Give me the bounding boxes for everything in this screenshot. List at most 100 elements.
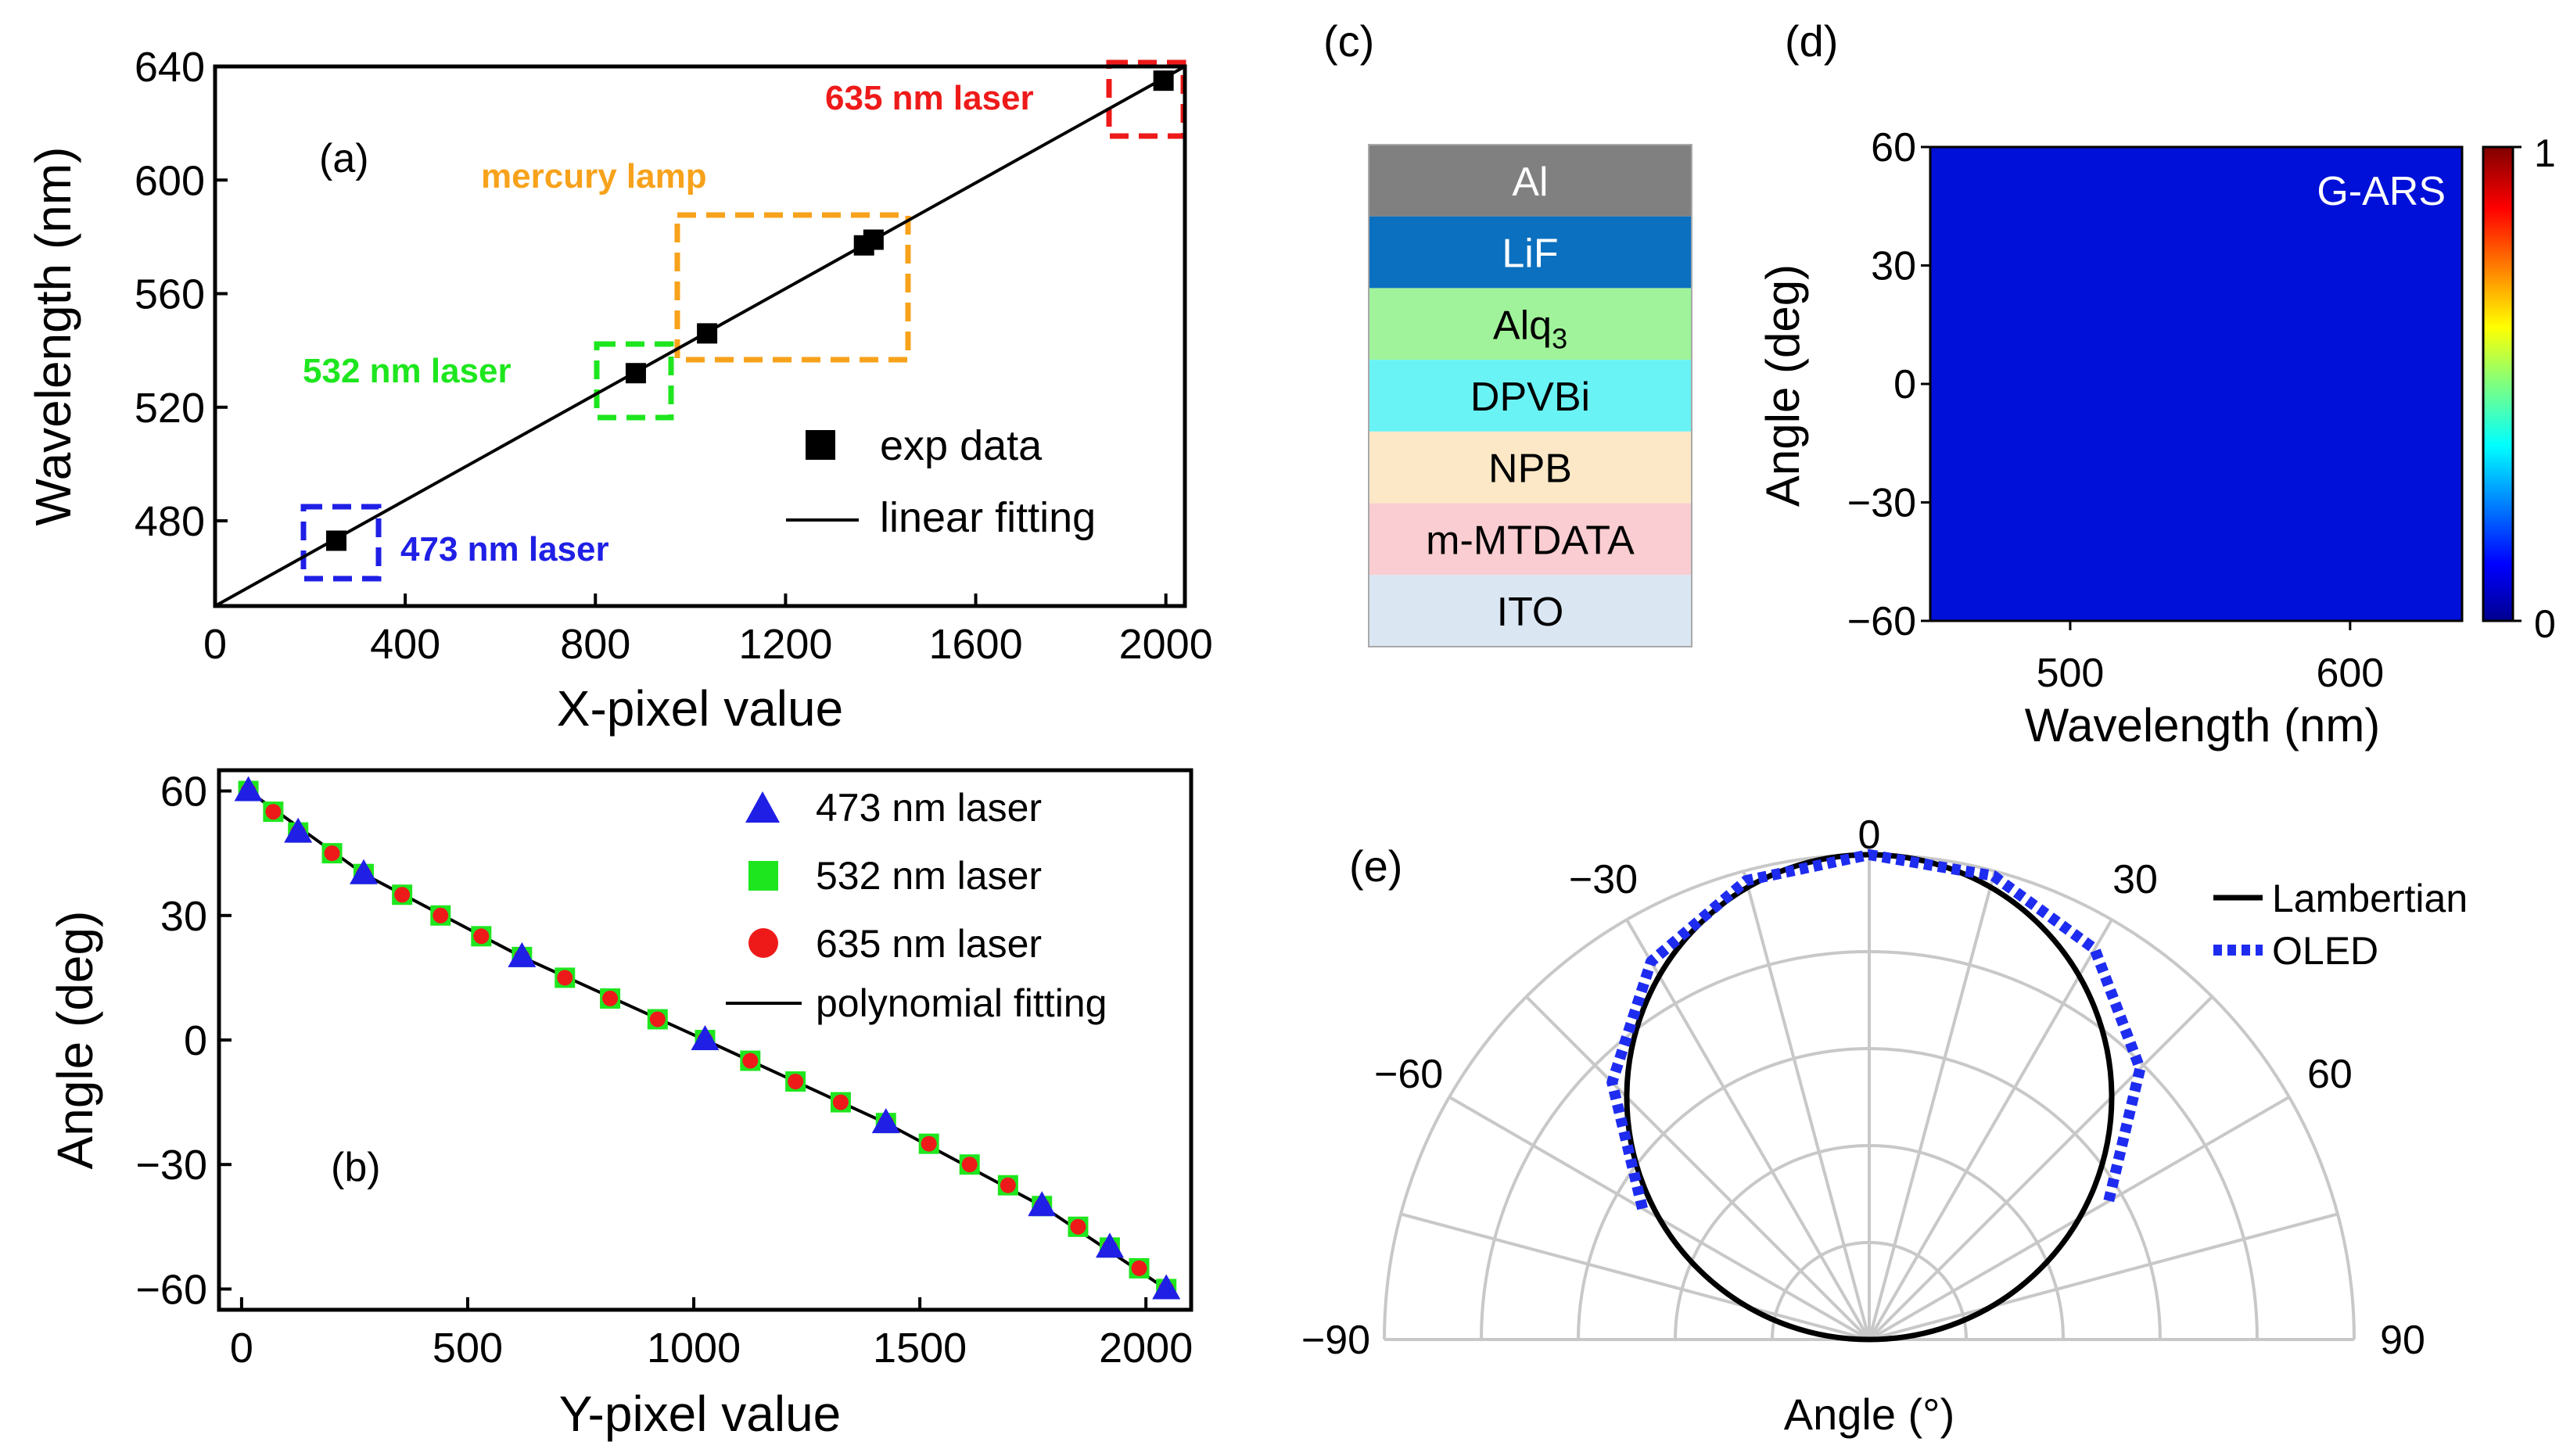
y-tick-label: −60 <box>135 1266 207 1313</box>
point-473 <box>508 941 537 967</box>
y-tick-label: 0 <box>184 1017 207 1064</box>
x-tick-label: 1000 <box>647 1325 741 1372</box>
point-635 <box>1131 1260 1147 1276</box>
box-532-laser <box>594 341 674 421</box>
point-473 <box>350 859 379 884</box>
panel-d: (d) G-ARS 60 30 0 −30 −60 500 600 Wavelength … <box>1757 16 2556 751</box>
point-635 <box>1000 1177 1016 1193</box>
x-axis-label-b: Y-pixel value <box>559 1386 842 1442</box>
panel-e: (e) −90 −60 −30 0 30 60 90 Angle (°) Lambertia… <box>1301 812 2468 1439</box>
layer-label: ITO <box>1497 590 1564 635</box>
panel-b-label: (b) <box>331 1145 381 1190</box>
point-473 <box>871 1108 900 1134</box>
point-635 <box>265 804 282 820</box>
points-layer <box>234 776 1181 1300</box>
point-473 <box>1028 1191 1057 1217</box>
tick-marks <box>1921 145 2352 630</box>
y-tick-label: −30 <box>135 1142 207 1189</box>
data-point <box>697 323 718 344</box>
x-tick-label: 1600 <box>928 621 1022 668</box>
angle-tick-label: −90 <box>1301 1318 1370 1363</box>
annotation-473-laser: 473 nm laser <box>400 530 609 568</box>
layer-alq <box>1369 288 1692 360</box>
polar-spoke <box>1742 870 1871 1340</box>
point-635 <box>742 1053 759 1069</box>
point-635 <box>961 1157 978 1173</box>
point-635 <box>557 970 573 986</box>
x-axis-label-a: X-pixel value <box>557 680 843 737</box>
panel-d-label: (d) <box>1785 16 1838 66</box>
layer-ito <box>1369 575 1692 647</box>
legend-label-linear-fitting: linear fitting <box>880 494 1096 541</box>
angle-tick-label: 90 <box>2380 1318 2425 1363</box>
annotation-532-laser: 532 nm laser <box>303 352 511 390</box>
layer-lif <box>1369 216 1692 289</box>
y-tick-label: 60 <box>160 769 207 816</box>
data-point <box>326 530 346 551</box>
y-tick-label: −30 <box>1847 481 1916 526</box>
legend-label-exp-data: exp data <box>880 422 1043 469</box>
layer-m-mtdata <box>1369 503 1692 576</box>
x-tick-labels: 500 600 <box>2037 651 2385 696</box>
y-tick-labels: 60 30 0 −30 −60 <box>135 769 207 1314</box>
polar-spoke <box>1868 919 2113 1340</box>
y-tick-labels: 480 520 560 600 640 <box>135 44 205 545</box>
y-tick-label: 520 <box>135 385 205 432</box>
point-635 <box>473 928 490 945</box>
data-point <box>863 229 884 250</box>
layer-label: Alq3 <box>1493 303 1567 354</box>
y-tick-label: 640 <box>135 44 205 91</box>
y-tick-labels: 60 30 0 −30 −60 <box>1847 125 1916 644</box>
y-axis-label-b: Angle (deg) <box>47 911 103 1170</box>
y-tick-label: 600 <box>135 157 205 204</box>
point-635 <box>394 887 411 903</box>
data-point <box>1153 70 1174 91</box>
angle-tick-label: 30 <box>2112 857 2158 902</box>
layer-label: DPVBi <box>1470 375 1590 420</box>
y-tick-label: 60 <box>1871 125 1916 170</box>
box-473-laser <box>300 504 382 582</box>
colorbar <box>2482 145 2514 622</box>
x-tick-label: 400 <box>370 621 440 668</box>
angle-tick-label: −30 <box>1569 857 1638 902</box>
y-axis-label-d: Angle (deg) <box>1757 264 1809 507</box>
layer-dpvbi <box>1369 360 1692 432</box>
panel-b: (b) 0 500 1000 1500 2000 60 30 0 −30 −60 Y-pixel… <box>47 768 1193 1442</box>
angle-tick-label: −60 <box>1374 1052 1443 1097</box>
point-635 <box>433 907 449 923</box>
polar-spoke <box>1868 1212 2338 1341</box>
polar-spoke <box>1400 1212 1870 1341</box>
x-tick-label: 1500 <box>873 1325 967 1372</box>
y-tick-label: −60 <box>1847 599 1916 644</box>
box-mercury-lamp <box>674 212 911 363</box>
polar-grid <box>1383 853 2356 1341</box>
box-635-laser <box>1106 59 1186 139</box>
point-473 <box>1095 1232 1124 1258</box>
x-tick-label: 600 <box>2316 651 2384 696</box>
panel-a: (a) 473 nm laser 532 nm laser mercury la… <box>25 44 1213 737</box>
curves-layer <box>1606 849 2146 1343</box>
layer-stack-border <box>1368 144 1692 647</box>
point-635 <box>832 1094 849 1110</box>
layer-label: Al <box>1512 160 1548 205</box>
x-tick-label: 0 <box>230 1325 253 1372</box>
legend-marker-473-laser <box>745 791 780 823</box>
y-tick-label: 480 <box>135 498 205 545</box>
oled-curve <box>1606 849 2146 1210</box>
x-axis-label-d: Wavelength (nm) <box>2025 699 2381 751</box>
colorbar-min-label: 0 <box>2534 602 2556 646</box>
x-tick-labels: 0 400 800 1200 1600 2000 <box>203 621 1213 668</box>
legend-label-oled: OLED <box>2272 929 2378 973</box>
point-473 <box>691 1025 720 1050</box>
point-635 <box>1070 1218 1086 1235</box>
x-axis-label-e: Angle (°) <box>1784 1390 1954 1439</box>
angle-tick-labels: −90 −60 −30 0 30 60 90 <box>1301 812 2425 1363</box>
polar-spoke <box>1868 995 2213 1341</box>
y-tick-label: 30 <box>1871 244 1916 289</box>
plot-area-a <box>213 64 1187 608</box>
annotation-boxes <box>300 59 1186 582</box>
layer-label: m-MTDATA <box>1426 518 1635 563</box>
layer-al <box>1369 145 1692 217</box>
annotation-mercury-lamp: mercury lamp <box>481 157 707 195</box>
